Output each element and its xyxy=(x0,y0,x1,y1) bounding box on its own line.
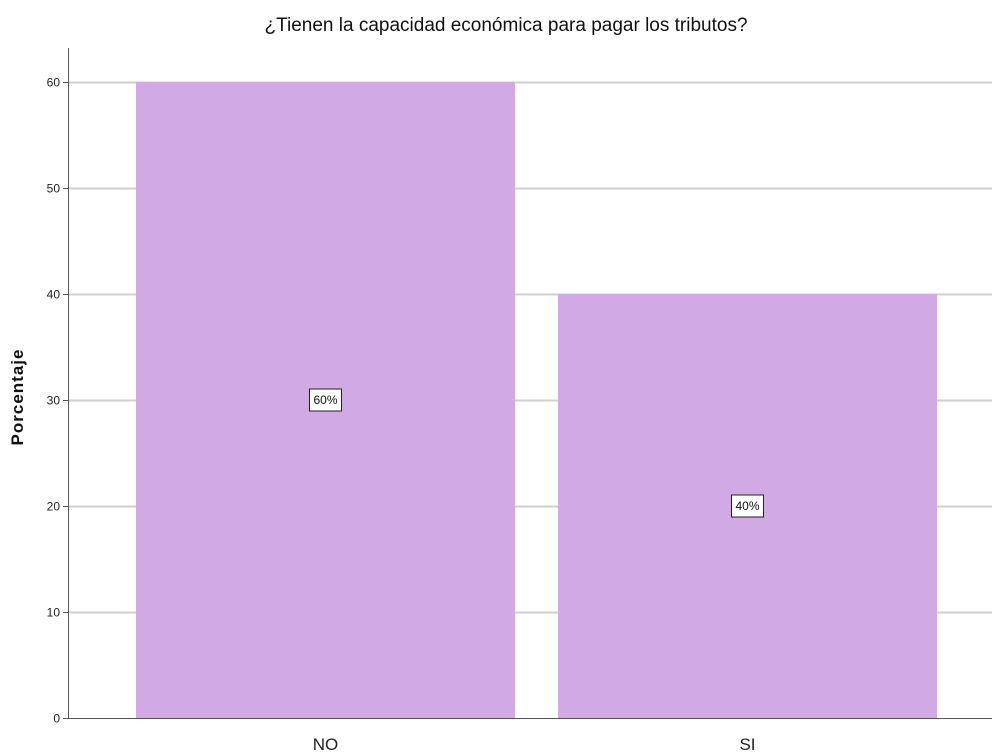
x-category-label: NO xyxy=(313,735,339,754)
y-tick-label: 0 xyxy=(53,712,60,726)
y-tick-label: 40 xyxy=(47,288,61,302)
y-tick-labels: 0 10 20 30 40 50 60 xyxy=(47,76,61,726)
data-label: 40% xyxy=(735,499,759,513)
axes xyxy=(63,48,992,719)
y-tick-label: 10 xyxy=(47,606,61,620)
y-tick-label: 50 xyxy=(47,182,61,196)
bars xyxy=(136,82,937,718)
y-tick-label: 30 xyxy=(47,394,61,408)
x-category-label: SI xyxy=(739,735,755,754)
x-category-labels: NO SI xyxy=(313,735,756,754)
y-tick-label: 60 xyxy=(47,76,61,90)
data-labels: 60% 40% xyxy=(309,388,764,518)
y-axis-label: Porcentaje xyxy=(8,349,27,446)
data-label-box xyxy=(731,494,764,518)
data-label-box xyxy=(309,388,342,412)
data-label: 60% xyxy=(313,393,337,407)
chart-title: ¿Tienen la capacidad económica para paga… xyxy=(264,15,747,36)
y-tick-label: 20 xyxy=(47,500,61,514)
